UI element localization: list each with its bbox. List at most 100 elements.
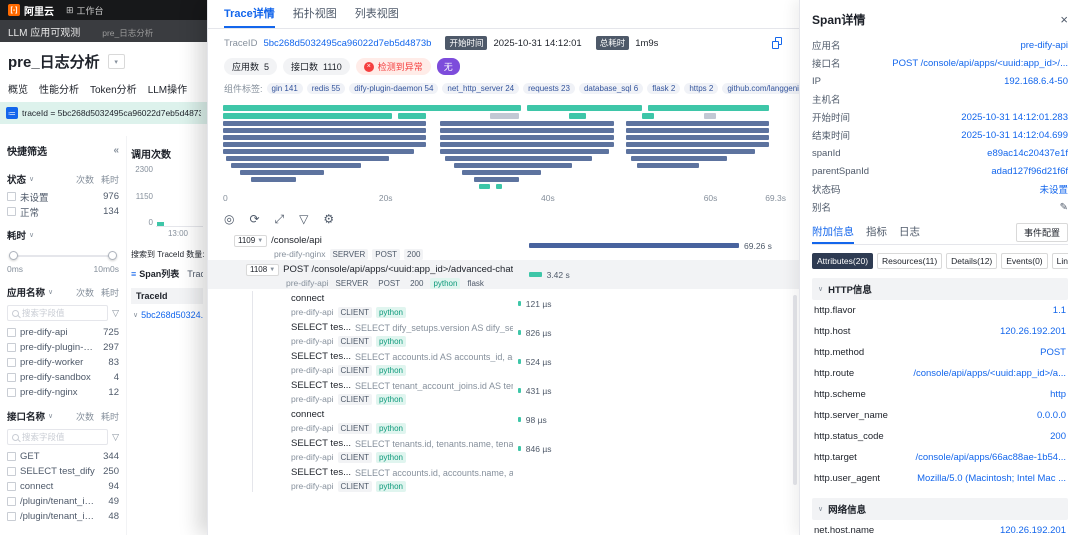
fullscreen-icon[interactable]: ⤢: [274, 212, 285, 226]
span-row[interactable]: 1109 ▼/console/api pre-dify-nginx SERVER POS…: [208, 231, 801, 260]
checkbox[interactable]: [7, 482, 16, 491]
attribute-value[interactable]: /console/api/apps/66ac88ae-1b54...: [915, 452, 1066, 463]
checkbox[interactable]: [7, 467, 16, 476]
app-filter-item[interactable]: pre-dify-worker 83: [7, 355, 119, 370]
vertical-scrollbar[interactable]: [793, 295, 797, 485]
attribute-value[interactable]: /console/api/apps/<uuid:app_id>/a...: [913, 368, 1066, 379]
duration-range-slider[interactable]: [9, 249, 117, 262]
span-row[interactable]: connect pre-dify-api CLIENT python 121 µs: [208, 289, 801, 318]
span-panel-tab-1[interactable]: 指标: [866, 226, 887, 238]
settings-gear-icon[interactable]: ⚙: [323, 212, 335, 226]
filter-icon[interactable]: ▽: [299, 212, 309, 226]
interface-section-header[interactable]: 接口名称 ∨ 次数 耗时: [7, 404, 119, 426]
address-section-header[interactable]: 接口地址 ∨ 次数 耗时: [7, 528, 119, 535]
filter-icon[interactable]: ▽: [112, 431, 119, 442]
result-tab-1[interactable]: Trace列表: [187, 267, 203, 280]
span-row[interactable]: 1108 ▼ POST /console/api/apps/<uuid:app_id…: [208, 260, 801, 289]
status-filter-item[interactable]: 正常 134: [7, 204, 119, 219]
interface-filter-item[interactable]: /plugin/tenant_id/di... 49: [7, 494, 119, 509]
locate-icon[interactable]: ◎: [224, 212, 235, 226]
attribute-group-chip-0[interactable]: Attributes(20): [812, 253, 874, 269]
workspace-menu[interactable]: ⊞ 工作台: [66, 4, 104, 17]
slider-handle-max[interactable]: [108, 251, 117, 260]
span-row[interactable]: connect pre-dify-api CLIENT python 98 µs: [208, 405, 801, 434]
span-collapse-chip[interactable]: 1109 ▼: [234, 234, 268, 247]
app-filter-item[interactable]: pre-dify-plugin-da... 297: [7, 340, 119, 355]
app-filter-item[interactable]: pre-dify-api 725: [7, 325, 119, 340]
checkbox[interactable]: [7, 373, 16, 382]
checkbox[interactable]: [7, 512, 16, 521]
filter-icon[interactable]: ▽: [112, 307, 119, 318]
refresh-icon[interactable]: ⟳: [249, 212, 260, 226]
app-switcher-button[interactable]: ▾: [107, 54, 125, 69]
attribute-value[interactable]: Mozilla/5.0 (Macintosh; Intel Mac ...: [917, 473, 1066, 484]
attribute-group-chip-1[interactable]: Resources(11): [877, 253, 943, 269]
app-filter-item[interactable]: pre-dify-nginx 12: [7, 385, 119, 400]
collapse-panel-icon[interactable]: «: [113, 145, 119, 156]
traceid-row[interactable]: ∨ 5bc268d50324...: [131, 304, 203, 320]
span-panel-tab-2[interactable]: 日志: [899, 226, 920, 238]
page-tab-2[interactable]: Token分析: [90, 85, 137, 96]
component-tag-chip[interactable]: net_http_server 24: [442, 83, 520, 94]
interface-filter-item[interactable]: SELECT test_dify 250: [7, 464, 119, 479]
checkbox[interactable]: [7, 388, 16, 397]
span-field-value[interactable]: 未设置: [1039, 185, 1068, 196]
status-section-header[interactable]: 状态 ∨ 次数 耗时: [7, 167, 119, 189]
interface-search-input[interactable]: [22, 432, 104, 442]
query-filter-bar[interactable]: ≔ traceId = 5bc268d5032495ca96022d7eb5d4…: [0, 102, 207, 124]
attribute-group-chip-3[interactable]: Events(0): [1001, 253, 1048, 269]
breadcrumb[interactable]: pre_日志分析: [102, 28, 154, 38]
duration-section-header[interactable]: 耗时 ∨: [7, 223, 119, 245]
checkbox[interactable]: [7, 452, 16, 461]
span-field-value[interactable]: 192.168.6.4-50: [1004, 75, 1068, 87]
trace-view-tab-2[interactable]: 列表视图: [354, 8, 399, 20]
copy-icon[interactable]: [772, 36, 785, 50]
event-config-button[interactable]: 事件配置: [1015, 223, 1068, 242]
attribute-value[interactable]: 1.1: [1052, 305, 1066, 316]
span-row[interactable]: SELECT tes... SELECT accounts.id AS accou…: [208, 347, 801, 376]
checkbox[interactable]: [7, 497, 16, 506]
app-section-header[interactable]: 应用名称 ∨ 次数 耗时: [7, 280, 119, 302]
component-tag-chip[interactable]: github.com/langgenius/dify-...: [722, 83, 801, 94]
span-row[interactable]: SELECT tes... SELECT dify_setups.version …: [208, 318, 801, 347]
checkbox[interactable]: [7, 192, 16, 201]
attribute-value[interactable]: http: [1050, 389, 1066, 400]
attribute-value[interactable]: 120.26.192.201: [999, 525, 1066, 535]
edit-pencil-icon[interactable]: ✎: [1059, 201, 1068, 213]
anomaly-detected-chip[interactable]: × 检测到异常: [355, 58, 431, 75]
attribute-section-header[interactable]: ∨ 网络信息: [812, 498, 1068, 520]
span-row[interactable]: SELECT tes... SELECT accounts.id, account…: [208, 463, 801, 492]
checkbox[interactable]: [7, 358, 16, 367]
slider-handle-min[interactable]: [9, 251, 18, 260]
attribute-section-header[interactable]: ∨ HTTP信息: [812, 278, 1068, 300]
span-collapse-chip[interactable]: 1108 ▼: [246, 263, 280, 276]
checkbox[interactable]: [7, 328, 16, 337]
traceid-value[interactable]: 5bc268d5032495ca96022d7eb5d4873b: [263, 37, 432, 49]
badge-none[interactable]: 无: [436, 58, 460, 75]
result-tab-0[interactable]: ≡ Span列表: [131, 267, 179, 280]
span-row[interactable]: SELECT tes... SELECT tenants.id, tenants.…: [208, 434, 801, 463]
attribute-group-chip-2[interactable]: Details(12): [946, 253, 998, 269]
span-row[interactable]: SELECT tes... SELECT tenant_account_joins…: [208, 376, 801, 405]
attribute-value[interactable]: 200: [1050, 431, 1066, 442]
span-field-value[interactable]: pre-dify-api: [1020, 39, 1068, 51]
attribute-value[interactable]: 0.0.0.0: [1036, 410, 1066, 421]
checkbox[interactable]: [7, 207, 16, 216]
component-tag-chip[interactable]: gin 141: [266, 83, 303, 94]
span-field-value[interactable]: e89ac14c20437e1f: [987, 147, 1068, 159]
component-tag-chip[interactable]: flask 2: [647, 83, 681, 94]
attribute-value[interactable]: POST: [1040, 347, 1066, 358]
checkbox[interactable]: [7, 343, 16, 352]
trace-minimap[interactable]: [223, 104, 786, 190]
page-tab-3[interactable]: LLM操作: [147, 85, 188, 96]
span-field-value[interactable]: 2025-10-31 14:12:01.283: [961, 111, 1068, 123]
close-icon[interactable]: ×: [1060, 12, 1068, 27]
interface-filter-item[interactable]: GET 344: [7, 449, 119, 464]
app-filter-item[interactable]: pre-dify-sandbox 4: [7, 370, 119, 385]
page-tab-0[interactable]: 概览: [8, 85, 28, 96]
component-tag-chip[interactable]: dify-plugin-daemon 54: [349, 83, 439, 94]
span-field-value[interactable]: 2025-10-31 14:12:04.699: [961, 129, 1068, 141]
interface-filter-item[interactable]: connect 94: [7, 479, 119, 494]
status-filter-item[interactable]: 未设置 976: [7, 189, 119, 204]
attribute-group-chip-4[interactable]: Links(0): [1051, 253, 1068, 269]
